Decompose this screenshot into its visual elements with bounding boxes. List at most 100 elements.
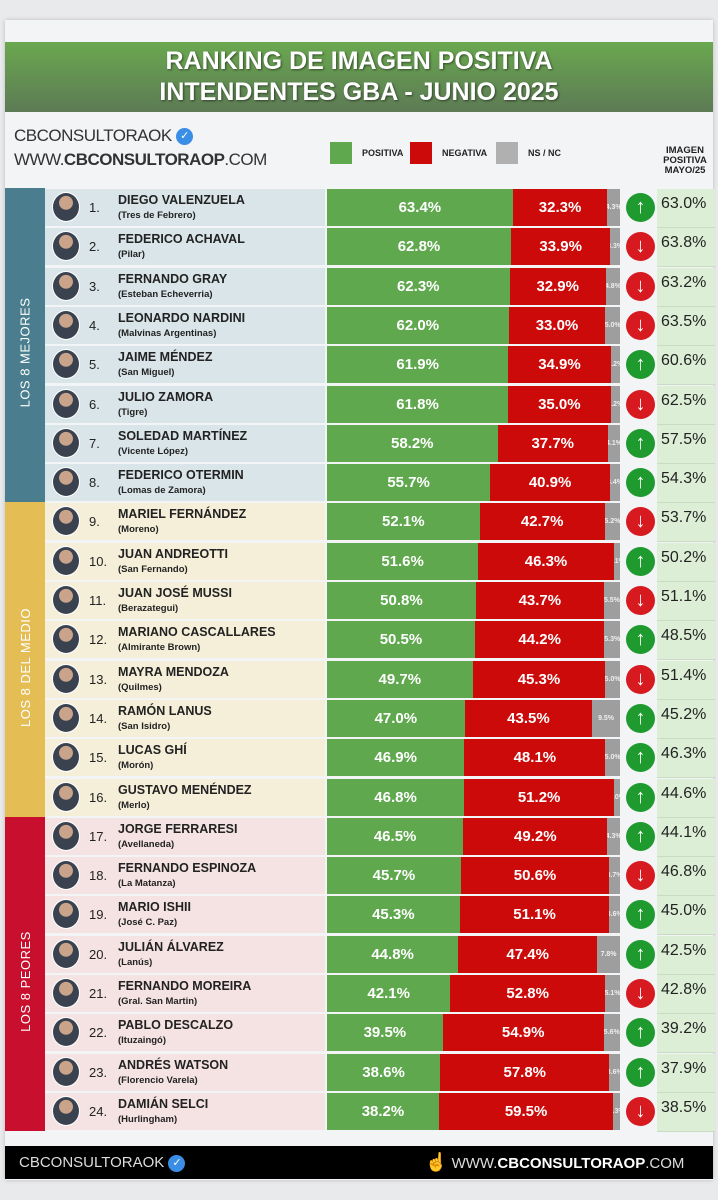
mayo-value: 42.8% (657, 975, 715, 1014)
arrow-down-icon: ↓ (626, 664, 655, 694)
mayor-name: RAMÓN LANUS (118, 703, 212, 718)
label-nsnc: 3.3% (610, 243, 620, 251)
label-nsnc: 4.3% (607, 832, 620, 840)
mayor-name: MARIO ISHII (118, 900, 191, 915)
group-band: LOS 8 DEL MEDIO (5, 502, 45, 817)
bar-negativa: 44.2% (474, 621, 605, 659)
arrow-down-icon: ↓ (626, 586, 655, 615)
label-nsnc: 2.1% (614, 557, 620, 565)
label-nsnc: 3.6% (609, 1068, 620, 1076)
label-negativa: 43.7% (518, 592, 562, 609)
footer-url-bold: CBCONSULTORAOP (497, 1155, 646, 1172)
label-positiva: 45.7% (372, 867, 416, 885)
table-row: 6. JULIO ZAMORA (Tigre) 61.8% 35.0% 3.2%… (45, 385, 715, 425)
arrow-down-icon: ↓ (626, 1096, 655, 1126)
mayor-name: JORGE FERRARESI (118, 821, 238, 836)
label-positiva: 61.8% (396, 395, 439, 413)
mayo-value: 63.2% (657, 267, 715, 307)
arrow-up-icon: ↑ (626, 1057, 655, 1087)
rank-number: 7. (89, 435, 100, 451)
bar-negativa: 59.5% (438, 1092, 614, 1130)
legend-swatch-positiva (330, 142, 352, 164)
stacked-bar: 61.8% 35.0% 3.2% (327, 385, 620, 423)
municipality: (Lanús) (118, 956, 153, 968)
legend-positiva: POSITIVA (330, 142, 403, 164)
rank-number: 6. (89, 396, 100, 412)
footer-url[interactable]: ☝ WWW.CBCONSULTORAOP.COM (425, 1152, 684, 1173)
arrow-down-icon: ↓ (626, 979, 655, 1008)
rank-number: 12. (89, 632, 108, 648)
avatar (52, 427, 80, 458)
municipality: (La Matanza) (118, 878, 176, 890)
bar-positiva: 46.9% (327, 739, 465, 777)
bar-nsnc: 4.8% (605, 267, 620, 305)
label-negativa: 48.1% (513, 749, 557, 767)
label-positiva: 38.6% (362, 1063, 405, 1081)
label-negativa: 57.8% (503, 1063, 547, 1081)
stacked-bar: 47.0% 43.5% 9.5% (327, 699, 620, 737)
bar-positiva: 45.3% (327, 896, 460, 934)
stacked-bar: 45.3% 51.1% 3.6% (327, 896, 620, 934)
stacked-bar: 52.1% 42.7% 5.2% (327, 503, 620, 541)
mayor-name: DIEGO VALENZUELA (118, 193, 245, 207)
row-background (45, 935, 325, 973)
bar-negativa: 57.8% (440, 1053, 610, 1091)
label-nsnc: 3.2% (611, 361, 620, 369)
row-background (45, 267, 325, 305)
rank-number: 16. (89, 789, 108, 805)
label-nsnc: 5.1% (605, 990, 620, 997)
bar-positiva: 63.4% (327, 189, 513, 226)
label-positiva: 45.3% (372, 906, 415, 924)
avatar (52, 860, 80, 891)
bar-nsnc: 5.0% (605, 660, 620, 698)
avatar (52, 1056, 80, 1087)
bar-negativa: 43.7% (475, 582, 604, 619)
table-row: 24. DAMIÁN SELCI (Hurlingham) 38.2% 59.5… (45, 1092, 715, 1132)
rank-number: 5. (89, 357, 100, 373)
arrow-up-icon: ↑ (626, 193, 655, 222)
stacked-bar: 45.7% 50.6% 3.7% (327, 857, 620, 895)
table-row: 11. JUAN JOSÉ MUSSI (Berazategui) 50.8% … (45, 582, 715, 621)
table-row: 10. JUAN ANDREOTTI (San Fernando) 51.6% … (45, 542, 715, 582)
label-positiva: 39.5% (363, 1024, 407, 1042)
bar-positiva: 61.8% (327, 385, 509, 423)
bar-nsnc: 5.0% (605, 306, 620, 344)
bar-positiva: 50.8% (327, 582, 476, 619)
brand-url[interactable]: WWW.CBCONSULTORAOP.COM (14, 150, 267, 170)
label-positiva: 63.4% (398, 199, 442, 216)
mayo-value: 46.3% (657, 739, 715, 779)
label-nsnc: 5.6% (603, 1029, 620, 1037)
mayo-value: 37.9% (657, 1053, 715, 1093)
label-negativa: 51.2% (517, 788, 561, 806)
municipality: (San Fernando) (118, 563, 188, 575)
bar-nsnc: 3.4% (610, 464, 620, 502)
label-nsnc: 5.0% (605, 321, 620, 329)
mayor-name: DAMIÁN SELCI (118, 1096, 209, 1111)
mayor-name: MAYRA MENDOZA (118, 664, 229, 679)
avatar (52, 624, 80, 655)
mayo-value: 63.8% (657, 228, 715, 268)
rank-number: 21. (89, 986, 108, 1001)
rank-number: 18. (89, 868, 108, 884)
row-background (45, 621, 325, 659)
municipality: (Esteban Echeverria) (118, 288, 213, 300)
arrow-up-icon: ↑ (626, 1018, 655, 1048)
mayo-value: 44.1% (657, 817, 715, 857)
label-nsnc: 4.1% (608, 439, 620, 447)
avatar (52, 899, 80, 930)
label-nsnc: 7.8% (600, 950, 617, 958)
table-row: 13. MAYRA MENDOZA (Quilmes) 49.7% 45.3% … (45, 660, 715, 700)
row-background (45, 464, 325, 502)
label-positiva: 47.0% (374, 709, 418, 727)
label-positiva: 46.5% (373, 827, 417, 845)
arrow-up-icon: ↑ (626, 703, 655, 733)
bar-negativa: 32.9% (509, 267, 606, 305)
bar-positiva: 50.5% (327, 621, 475, 659)
row-background (45, 385, 325, 423)
mayor-name: JAIME MÉNDEZ (118, 350, 213, 365)
bar-negativa: 48.1% (464, 739, 606, 777)
label-negativa: 50.6% (513, 867, 557, 885)
rank-number: 14. (89, 710, 108, 726)
label-negativa: 54.9% (501, 1024, 545, 1042)
bar-negativa: 33.0% (508, 306, 606, 344)
